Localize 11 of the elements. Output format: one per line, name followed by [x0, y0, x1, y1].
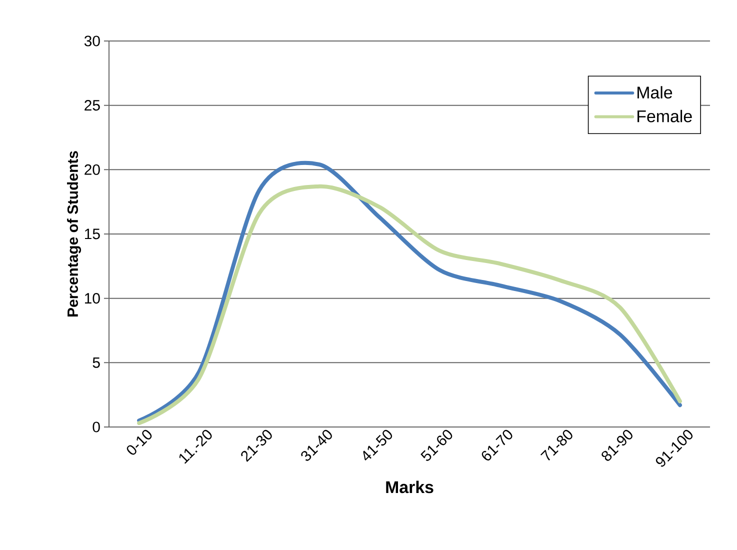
y-tick-label: 0	[92, 422, 100, 432]
y-tick-label: 5	[92, 357, 100, 368]
legend-label: Female	[638, 110, 692, 122]
legend-label: Male	[638, 86, 672, 99]
y-tick-label: 20	[84, 164, 100, 175]
x-axis-title: Marks	[386, 480, 434, 494]
y-tick-label: 15	[85, 228, 100, 240]
y-tick-label: 10	[85, 293, 100, 304]
y-axis-title: Percentage of Students	[67, 151, 82, 316]
y-tick-label: 25	[84, 100, 100, 111]
y-tick-label: 30	[84, 36, 100, 46]
